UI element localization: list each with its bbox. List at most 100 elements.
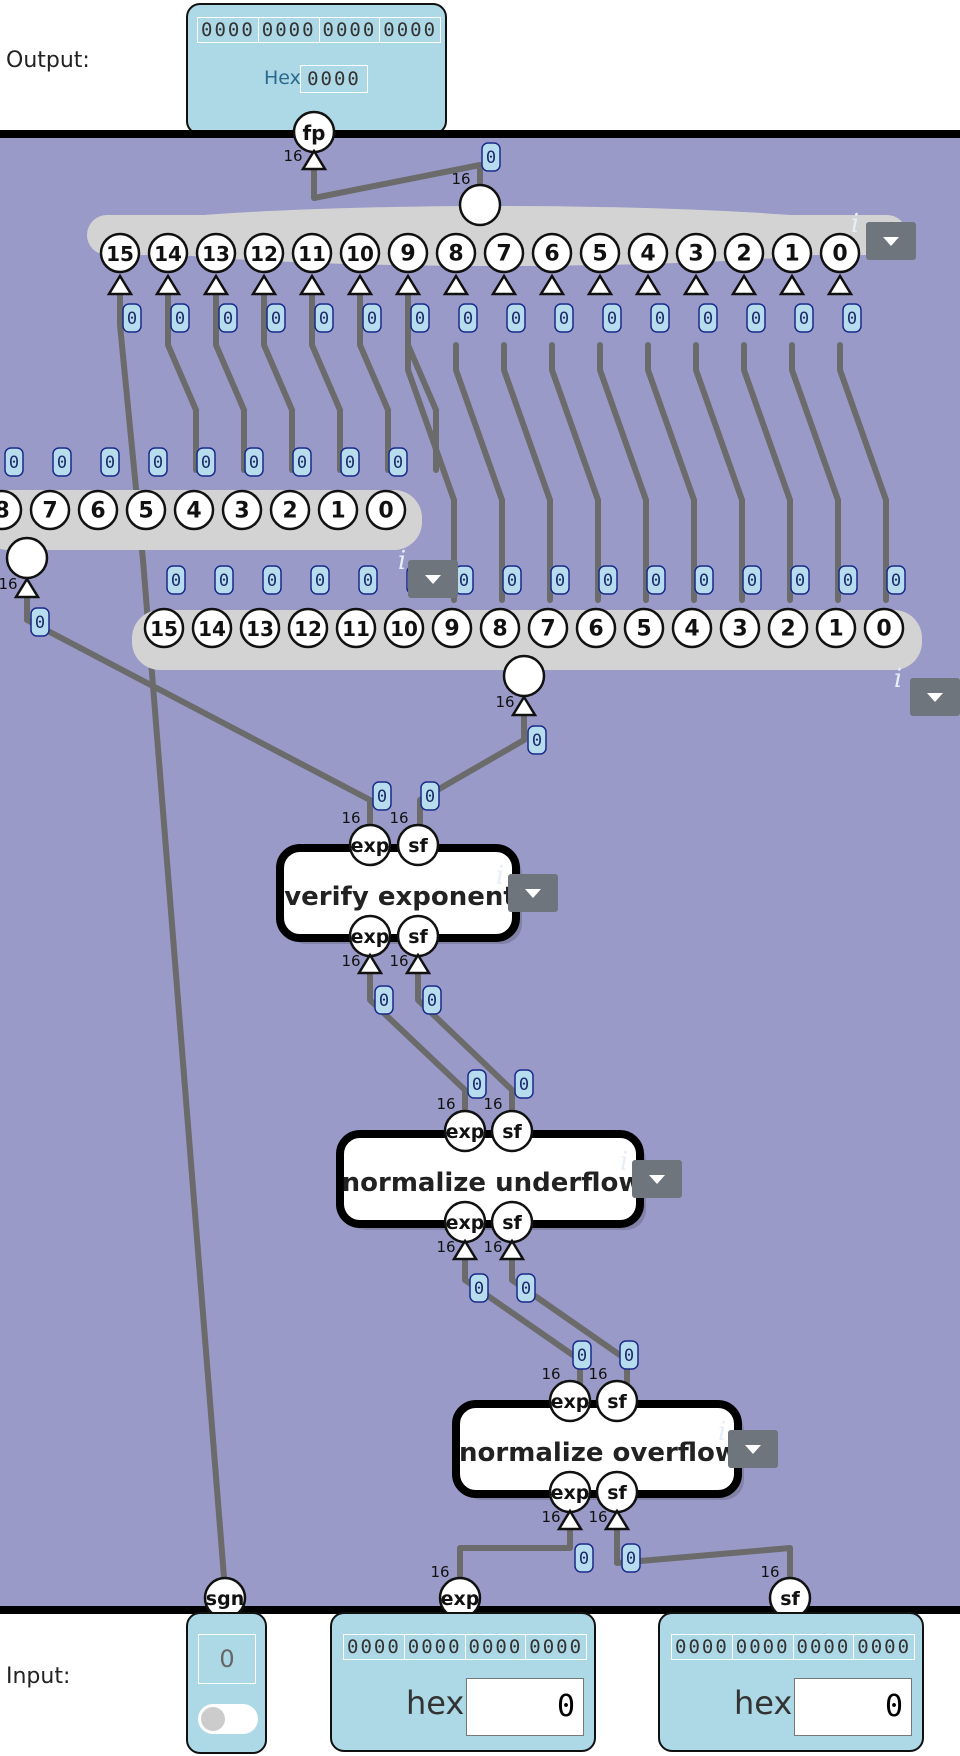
top-splitter-bit-7-label: 7 — [496, 242, 511, 267]
normalize-overflow-in-sf-pin[interactable] — [595, 1379, 639, 1423]
verify-exponent-in-exp-pin[interactable] — [348, 823, 392, 867]
mid-splitter-bit-6[interactable] — [575, 607, 617, 649]
wire-value-text: 0 — [655, 309, 665, 329]
top-splitter-bit-14[interactable] — [147, 232, 189, 274]
wire-value-badge — [506, 303, 526, 333]
verify-exponent-in-sf-width: 16 — [389, 809, 408, 827]
mid-splitter-bit-4[interactable] — [671, 607, 713, 649]
mid-splitter-bit-3[interactable] — [719, 607, 761, 649]
top-splitter-bit-10[interactable] — [339, 232, 381, 274]
normalize-underflow-out-exp-pin-label: exp — [446, 1212, 485, 1234]
sgn-toggle[interactable] — [198, 1704, 258, 1734]
wire-value-text: 0 — [425, 787, 435, 807]
mid-splitter-bit-15[interactable] — [143, 607, 185, 649]
top-splitter-bit-1[interactable] — [771, 232, 813, 274]
wire-value-badge — [170, 303, 190, 333]
top-splitter-bit-2[interactable] — [723, 232, 765, 274]
wire-value-text: 0 — [843, 571, 853, 591]
top-splitter-bit-5[interactable] — [579, 232, 621, 274]
mid-splitter-bit-7[interactable] — [527, 607, 569, 649]
left-splitter-bit-2[interactable] — [269, 489, 311, 531]
sf-bit-group[interactable]: 0000 — [794, 1635, 855, 1659]
mid-splitter-bit-12[interactable] — [287, 607, 329, 649]
normalize-underflow-in-sf-pin-label: sf — [502, 1121, 522, 1143]
mid-splitter-bit-9[interactable] — [431, 607, 473, 649]
left-splitter-bus-badge — [30, 607, 50, 637]
left-splitter-bit-8[interactable] — [0, 489, 23, 531]
sf-bit-group[interactable]: 0000 — [733, 1635, 794, 1659]
mid-splitter-bit-11-label: 11 — [342, 617, 370, 641]
wire-top-to-left-12 — [261, 282, 295, 473]
mid-splitter-bit-1[interactable] — [815, 607, 857, 649]
chevron-down-icon — [927, 693, 943, 702]
top-splitter-bit-15[interactable] — [99, 232, 141, 274]
left-splitter-bit-4[interactable] — [173, 489, 215, 531]
left-splitter-bit-7[interactable] — [29, 489, 71, 531]
left-splitter-bit-0-label: 0 — [378, 499, 393, 524]
wire-value-text: 0 — [651, 571, 661, 591]
top-splitter-bit-7[interactable] — [483, 232, 525, 274]
wire-value-text: 0 — [626, 1549, 636, 1569]
mid-splitter-bit-8[interactable] — [479, 607, 521, 649]
sf-bit-display[interactable]: 0000 0000 0000 0000 — [671, 1634, 916, 1660]
exp-bit-group[interactable]: 0000 — [344, 1635, 405, 1659]
info-icon: i — [398, 546, 406, 576]
mid-splitter-bit-14[interactable] — [191, 607, 233, 649]
top-splitter-bit-12[interactable] — [243, 232, 285, 274]
top-splitter-bit-9[interactable] — [387, 232, 429, 274]
wire-value-text: 0 — [474, 1279, 484, 1299]
wire-value-text: 0 — [799, 309, 809, 329]
left-splitter-bus-pin[interactable] — [5, 536, 49, 580]
sf-hex-label: hex — [734, 1684, 793, 1722]
wire-value-badge — [886, 565, 906, 595]
left-splitter-bit-1[interactable] — [317, 489, 359, 531]
mid-splitter-bit-7-label: 7 — [540, 617, 555, 642]
top-splitter-bit-0[interactable] — [819, 232, 861, 274]
wire-value-text: 0 — [486, 148, 496, 168]
wire-value-text: 0 — [579, 1549, 589, 1569]
verify-exponent-in-sf-pin[interactable] — [396, 823, 440, 867]
wire-top-to-mid-3 — [693, 342, 745, 603]
top-splitter-bit-13[interactable] — [195, 232, 237, 274]
mid-splitter-bit-6-label: 6 — [588, 617, 603, 642]
sf-hex-input[interactable]: 0 — [794, 1678, 912, 1736]
mid-splitter-bit-15-label: 15 — [150, 617, 178, 641]
left-splitter-bit-6[interactable] — [77, 489, 119, 531]
top-splitter-bit-arrow — [106, 273, 134, 296]
exp-bit-group[interactable]: 0000 — [466, 1635, 527, 1659]
mid-splitter-bit-2[interactable] — [767, 607, 809, 649]
left-splitter-bit-5[interactable] — [125, 489, 167, 531]
wire-value-text: 0 — [9, 453, 19, 473]
top-splitter-bit-11[interactable] — [291, 232, 333, 274]
mid-splitter-bit-4-label: 4 — [684, 617, 699, 642]
sf-bit-group[interactable]: 0000 — [857, 1636, 912, 1658]
mid-splitter-bit-5[interactable] — [623, 607, 665, 649]
top-splitter-bit-8[interactable] — [435, 232, 477, 274]
normalize-underflow-out-exp-arrow — [451, 1238, 479, 1261]
left-splitter-bit-0[interactable] — [365, 489, 407, 531]
wire-value-text: 0 — [699, 571, 709, 591]
exp-bit-group[interactable]: 0000 — [529, 1636, 584, 1658]
wire-top-to-mid-7 — [501, 342, 553, 603]
normalize-underflow-in-exp-pin[interactable] — [443, 1109, 487, 1153]
mid-splitter-bit-11[interactable] — [335, 607, 377, 649]
exp-hex-input[interactable]: 0 — [466, 1678, 584, 1736]
sf-bit-group[interactable]: 0000 — [672, 1635, 733, 1659]
exp-bit-display[interactable]: 0000 0000 0000 0000 — [343, 1634, 588, 1660]
mid-splitter-bus-pin[interactable] — [502, 654, 546, 698]
left-splitter-bit-3[interactable] — [221, 489, 263, 531]
top-splitter-bit-arrow — [490, 273, 518, 296]
mid-splitter-bit-13[interactable] — [239, 607, 281, 649]
exp-bit-group[interactable]: 0000 — [405, 1635, 466, 1659]
top-splitter-bus-pin[interactable] — [458, 183, 502, 227]
top-splitter-bit-4[interactable] — [627, 232, 669, 274]
mid-splitter-bit-10[interactable] — [383, 607, 425, 649]
mid-splitter-bit-0[interactable] — [863, 607, 905, 649]
normalize-overflow-in-exp-pin[interactable] — [548, 1379, 592, 1423]
top-splitter-bit-3[interactable] — [675, 232, 717, 274]
top-splitter-bit-6[interactable] — [531, 232, 573, 274]
normalize-underflow-in-sf-pin[interactable] — [490, 1109, 534, 1153]
normalize-overflow-in-sf-badge — [619, 1340, 639, 1370]
chevron-down-icon — [425, 575, 441, 584]
